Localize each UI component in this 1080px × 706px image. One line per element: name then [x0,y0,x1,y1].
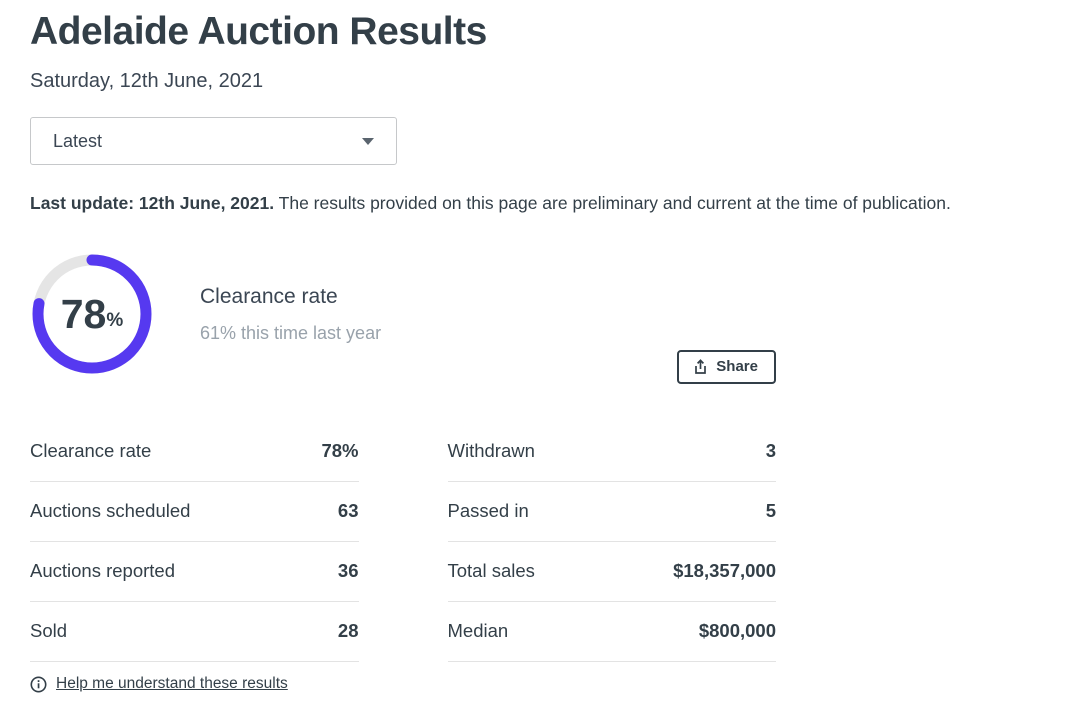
page-title: Adelaide Auction Results [30,10,487,53]
stat-value: 5 [765,500,776,521]
stat-value: 78% [321,440,359,461]
table-row: Auctions reported 36 [30,542,359,602]
table-row: Passed in 5 [447,482,776,542]
results-filter-dropdown[interactable]: Latest [30,117,397,165]
stat-label: Passed in [447,500,529,521]
stat-label: Auctions reported [30,560,176,581]
stat-value: $18,357,000 [673,560,776,581]
stat-label: Withdrawn [447,440,535,461]
share-button-label: Share [716,358,758,375]
stats-left-column: Clearance rate 78% Auctions scheduled 63… [30,422,359,662]
table-row: Clearance rate 78% [30,422,359,482]
donut-center-value: 78% [30,252,154,376]
dropdown-selected-value: Latest [53,130,103,151]
auction-stats-table: Clearance rate 78% Auctions scheduled 63… [30,422,776,662]
share-icon [695,358,707,374]
stat-label: Sold [30,620,68,641]
stat-value: 63 [337,500,359,521]
table-row: Median $800,000 [447,602,776,662]
stat-value: $800,000 [698,620,776,641]
clearance-last-year-comparison: 61% this time last year [200,322,382,343]
stat-value: 28 [337,620,359,641]
table-row: Total sales $18,357,000 [447,542,776,602]
clearance-rate-label: Clearance rate [200,284,338,308]
table-row: Sold 28 [30,602,359,662]
clearance-text-block: Clearance rate 61% this time last year [200,285,381,344]
donut-svg [32,254,152,374]
stat-value: 36 [337,560,359,581]
stat-label: Clearance rate [30,440,152,461]
stat-label: Median [447,620,509,641]
stat-label: Total sales [447,560,535,581]
clearance-donut-chart: 78% [30,252,154,376]
results-content: 78% Clearance rate 61% this time last ye… [30,252,776,698]
share-button[interactable]: Share [677,350,776,384]
last-update-text: The results provided on this page are pr… [274,193,951,213]
stat-label: Auctions scheduled [30,500,191,521]
table-row: Auctions scheduled 63 [30,482,359,542]
chevron-down-icon [362,137,374,145]
last-update-date: Last update: 12th June, 2021. [30,193,275,213]
stats-right-column: Withdrawn 3 Passed in 5 Total sales $18,… [447,422,776,662]
last-update-note: Last update: 12th June, 2021. The result… [30,193,1055,214]
info-icon [30,676,47,692]
stat-value: 3 [765,440,776,461]
help-link-label: Help me understand these results [56,675,288,692]
clearance-ring-fill [32,254,152,374]
clearance-summary: 78% Clearance rate 61% this time last ye… [30,252,776,384]
page-date: Saturday, 12th June, 2021 [30,70,264,92]
table-row: Withdrawn 3 [447,422,776,482]
help-understand-results-link[interactable]: Help me understand these results [30,675,288,693]
clearance-rate-percent-sign: % [106,310,124,331]
clearance-rate-number: 78 [60,290,107,337]
